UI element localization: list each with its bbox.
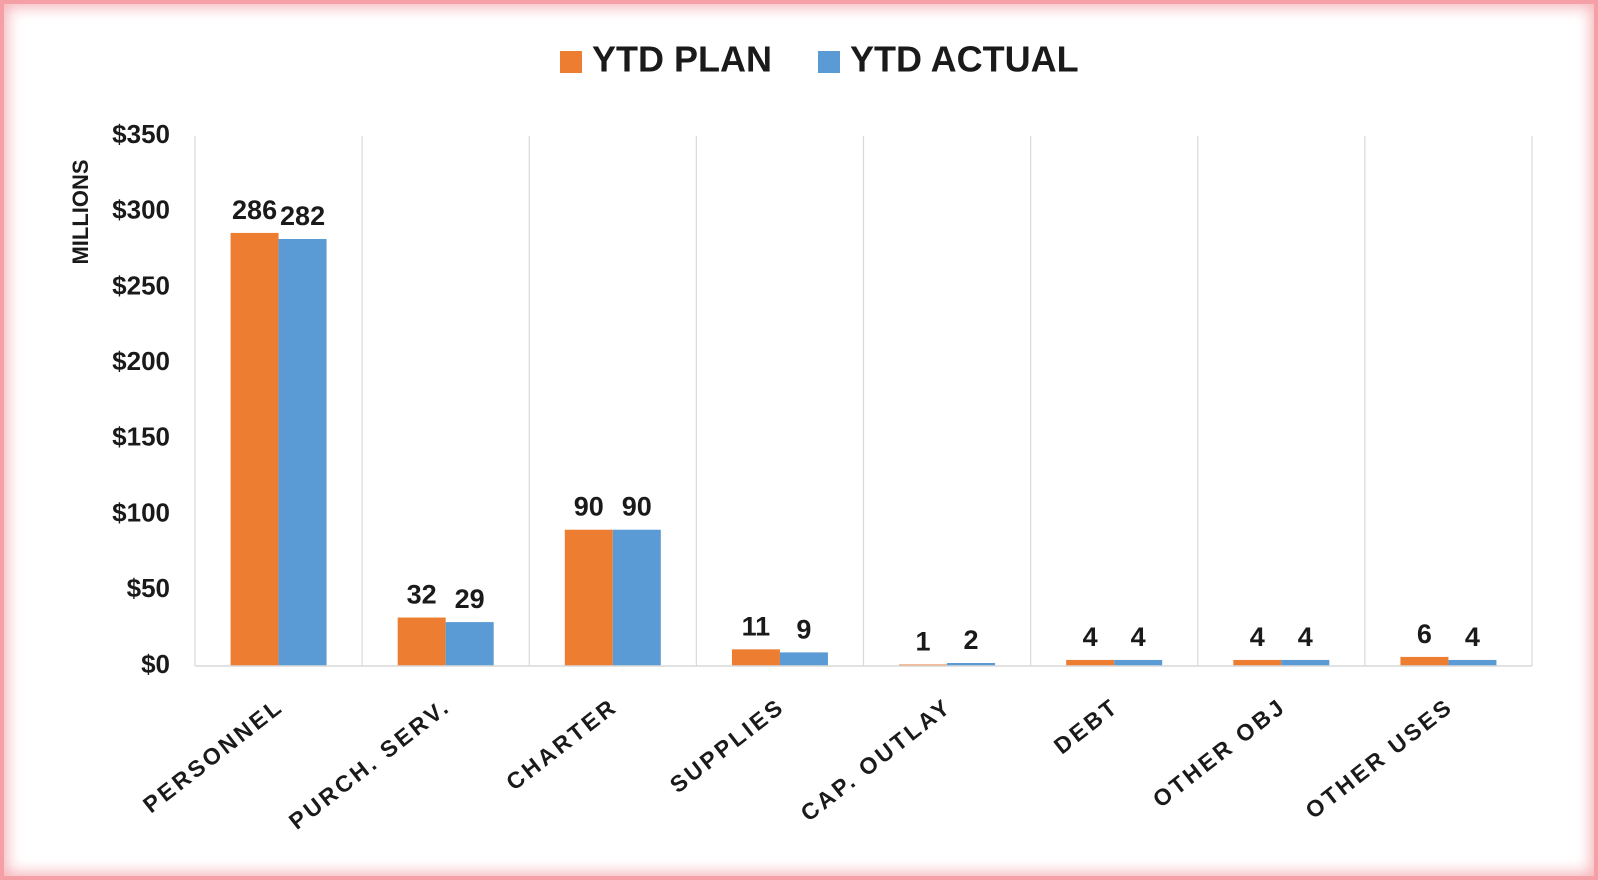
y-axis-ticks: $0 $50 $100 $150 $200 $250 $300 $350	[112, 119, 170, 679]
y-axis-label: MILLIONS	[68, 159, 93, 264]
x-tick-label: DEBT	[1049, 693, 1124, 759]
data-label-ytd-actual-debt: 4	[1131, 622, 1146, 652]
data-label-ytd-actual-personnel: 282	[280, 201, 325, 231]
bar-ytd-plan-purch-serv	[397, 617, 446, 666]
y-tick-label: $150	[112, 422, 170, 452]
data-label-ytd-plan-other-obj: 4	[1250, 622, 1265, 652]
data-label-ytd-actual-charter: 90	[622, 492, 652, 522]
bars	[230, 232, 1497, 666]
x-tick-label: PURCH. SERV.	[284, 693, 455, 835]
x-tick-label: CAP. OUTLAY	[796, 693, 957, 827]
legend: YTD PLAN YTD ACTUAL	[560, 39, 1079, 80]
bar-ytd-plan-charter	[564, 529, 613, 666]
bar-ytd-plan-cap-outlay	[899, 664, 948, 666]
bar-ytd-actual-other-uses	[1448, 659, 1497, 666]
legend-label-ytd-plan: YTD PLAN	[592, 39, 772, 80]
y-tick-label: $350	[112, 119, 170, 149]
data-label-ytd-actual-other-obj: 4	[1298, 622, 1313, 652]
x-tick-label: SUPPLIES	[665, 693, 790, 798]
x-tick-label: OTHER USES	[1300, 693, 1457, 824]
x-tick-label: PERSONNEL	[138, 693, 288, 818]
y-tick-label: $250	[112, 270, 170, 300]
bar-ytd-actual-personnel	[278, 238, 327, 666]
y-tick-label: $200	[112, 346, 170, 376]
bar-ytd-plan-supplies	[731, 649, 780, 666]
data-label-ytd-actual-supplies: 9	[796, 614, 811, 644]
data-label-ytd-plan-personnel: 286	[232, 195, 277, 225]
legend-swatch-ytd-plan	[560, 51, 582, 73]
bar-ytd-actual-charter	[612, 529, 661, 666]
data-labels: 286 282 32 29 90 90 11 9 1 2 4 4 4 4 6 4	[232, 195, 1480, 657]
data-label-ytd-actual-purch-serv: 29	[455, 584, 485, 614]
data-label-ytd-plan-purch-serv: 32	[407, 580, 437, 610]
bar-ytd-plan-other-uses	[1400, 656, 1449, 666]
bar-ytd-plan-other-obj	[1233, 659, 1282, 666]
bar-ytd-actual-debt	[1114, 659, 1163, 666]
bar-ytd-plan-debt	[1066, 659, 1115, 666]
data-label-ytd-plan-supplies: 11	[742, 611, 771, 641]
data-label-ytd-actual-other-uses: 4	[1465, 622, 1480, 652]
data-label-ytd-plan-cap-outlay: 1	[916, 626, 931, 656]
y-tick-label: $50	[127, 573, 170, 603]
bar-ytd-actual-supplies	[779, 652, 828, 666]
bar-ytd-actual-purch-serv	[445, 622, 494, 666]
bar-ytd-actual-other-obj	[1281, 659, 1330, 666]
data-label-ytd-plan-charter: 90	[574, 492, 604, 522]
legend-swatch-ytd-actual	[818, 51, 840, 73]
legend-label-ytd-actual: YTD ACTUAL	[850, 39, 1079, 80]
data-label-ytd-actual-cap-outlay: 2	[964, 625, 979, 655]
x-tick-label: CHARTER	[501, 693, 622, 796]
data-label-ytd-plan-debt: 4	[1083, 622, 1098, 652]
y-tick-label: $300	[112, 195, 170, 225]
y-tick-label: $0	[141, 649, 170, 679]
x-tick-label: OTHER OBJ	[1148, 693, 1291, 813]
bar-ytd-plan-personnel	[230, 232, 279, 666]
data-label-ytd-plan-other-uses: 6	[1417, 619, 1432, 649]
bar-ytd-actual-cap-outlay	[947, 662, 996, 666]
category-gridlines	[194, 136, 1533, 666]
y-tick-label: $100	[112, 497, 170, 527]
